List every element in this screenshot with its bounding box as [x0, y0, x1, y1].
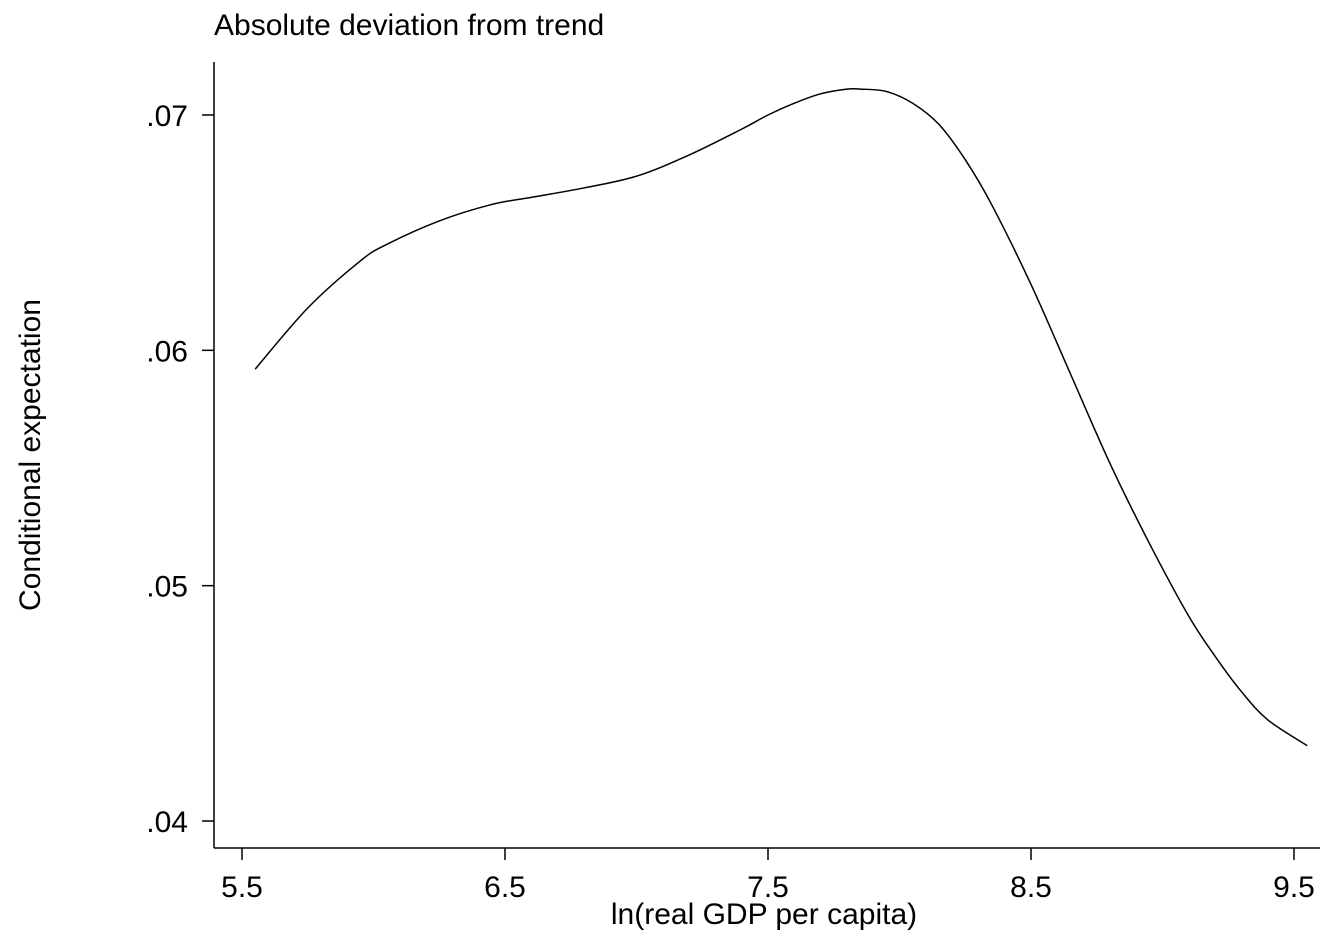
x-tick-label: 7.5 — [747, 871, 789, 904]
y-tick-label: .04 — [146, 806, 188, 839]
chart-title: Absolute deviation from trend — [214, 9, 604, 42]
x-tick-label: 8.5 — [1010, 871, 1052, 904]
y-tick-label: .06 — [146, 335, 188, 368]
series-line — [254, 87, 1308, 747]
x-tick-label: 5.5 — [221, 871, 263, 904]
y-ticks: .04 .05 .06 .07 — [146, 100, 214, 839]
x-tick-label: 9.5 — [1273, 871, 1315, 904]
x-ticks: 5.5 6.5 7.5 8.5 9.5 — [221, 848, 1315, 904]
y-tick-label: .07 — [146, 100, 188, 133]
y-axis-title: Conditional expectation — [14, 299, 47, 611]
x-axis-title: ln(real GDP per capita) — [611, 898, 917, 931]
x-tick-label: 6.5 — [484, 871, 526, 904]
y-tick-label: .05 — [146, 571, 188, 604]
